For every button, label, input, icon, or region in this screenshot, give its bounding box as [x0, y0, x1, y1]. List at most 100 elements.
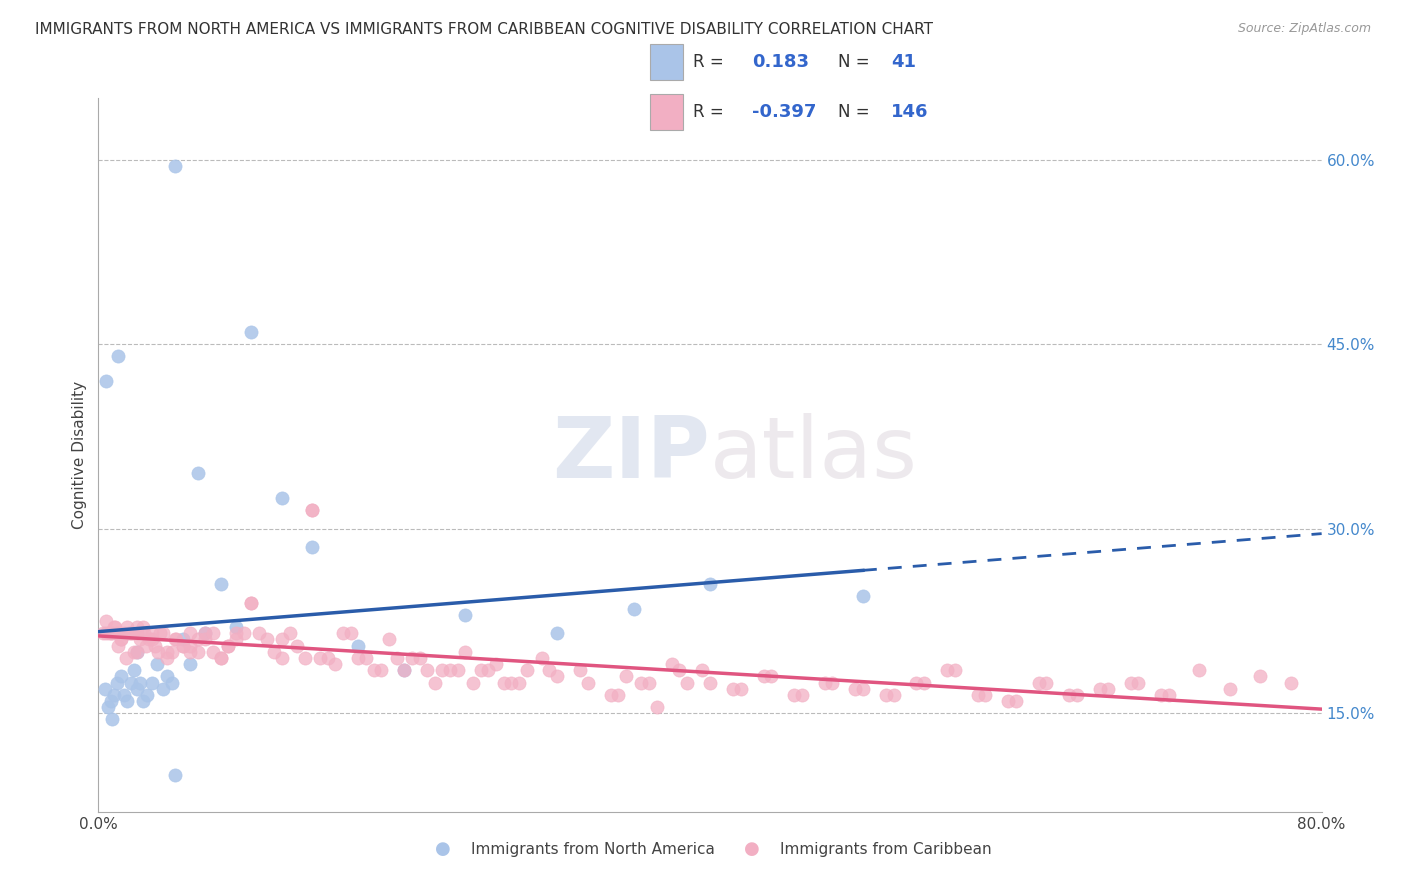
Point	[447, 663, 470, 677]
Point	[125, 620, 148, 634]
Point	[163, 159, 186, 173]
Point	[118, 626, 141, 640]
Point	[844, 681, 866, 696]
Point	[105, 626, 128, 640]
Point	[1004, 694, 1026, 708]
Point	[217, 639, 239, 653]
Point	[187, 645, 209, 659]
Point	[630, 675, 652, 690]
Text: R =: R =	[693, 103, 728, 121]
Point	[1219, 681, 1241, 696]
Text: Source: ZipAtlas.com: Source: ZipAtlas.com	[1237, 22, 1371, 36]
Point	[97, 700, 120, 714]
Point	[270, 651, 292, 665]
Text: 41: 41	[891, 53, 915, 70]
Text: 146: 146	[891, 103, 928, 121]
Point	[285, 639, 308, 653]
Point	[156, 645, 179, 659]
Point	[439, 663, 461, 677]
Point	[187, 632, 209, 647]
Point	[104, 620, 127, 634]
Point	[125, 645, 148, 659]
Point	[194, 632, 217, 647]
Point	[179, 639, 201, 653]
Point	[294, 651, 316, 665]
Point	[783, 688, 806, 702]
Point	[209, 651, 232, 665]
Point	[470, 663, 492, 677]
Point	[128, 632, 150, 647]
Point	[100, 694, 122, 708]
Point	[301, 503, 323, 517]
Point	[401, 651, 423, 665]
Point	[607, 688, 630, 702]
Point	[316, 651, 339, 665]
Point	[132, 694, 155, 708]
Point	[194, 626, 217, 640]
Point	[94, 374, 117, 388]
Point	[152, 626, 174, 640]
Point	[576, 675, 599, 690]
Point	[172, 639, 194, 653]
Bar	[650, 95, 683, 130]
Point	[883, 688, 905, 702]
Point	[110, 669, 132, 683]
Point	[256, 632, 278, 647]
Point	[1088, 681, 1111, 696]
Point	[408, 651, 430, 665]
Point	[156, 651, 179, 665]
Point	[263, 645, 285, 659]
Point	[160, 645, 183, 659]
Point	[146, 645, 169, 659]
Point	[569, 663, 592, 677]
Point	[135, 639, 157, 653]
Point	[546, 669, 568, 683]
Point	[966, 688, 988, 702]
Point	[492, 675, 515, 690]
Point	[125, 645, 148, 659]
Point	[730, 681, 752, 696]
Text: ZIP: ZIP	[553, 413, 710, 497]
Point	[179, 645, 201, 659]
Point	[270, 491, 292, 505]
Point	[91, 626, 114, 640]
Point	[676, 675, 699, 690]
Point	[814, 675, 837, 690]
Point	[98, 626, 121, 640]
Point	[325, 657, 347, 671]
Point	[392, 663, 416, 677]
Point	[637, 675, 661, 690]
Point	[163, 632, 186, 647]
Point	[370, 663, 392, 677]
Point	[100, 626, 122, 640]
Point	[136, 688, 159, 702]
Text: N =: N =	[838, 53, 880, 70]
Point	[692, 663, 714, 677]
Point	[187, 467, 209, 481]
Point	[125, 681, 148, 696]
Point	[209, 577, 232, 591]
Point	[347, 639, 370, 653]
Point	[477, 663, 499, 677]
Point	[1128, 675, 1150, 690]
Point	[101, 713, 124, 727]
Point	[141, 626, 163, 640]
Point	[516, 663, 538, 677]
Point	[94, 614, 117, 628]
Text: Immigrants from North America: Immigrants from North America	[471, 842, 714, 856]
Point	[501, 675, 523, 690]
Point	[385, 651, 408, 665]
Point	[614, 669, 637, 683]
Point	[905, 675, 928, 690]
Point	[392, 663, 416, 677]
Point	[699, 577, 721, 591]
Bar	[650, 44, 683, 79]
Point	[936, 663, 959, 677]
Point	[1188, 663, 1211, 677]
Point	[461, 675, 484, 690]
Point	[149, 626, 172, 640]
Point	[101, 626, 124, 640]
Point	[117, 620, 139, 634]
Point	[172, 632, 194, 647]
Point	[378, 632, 401, 647]
